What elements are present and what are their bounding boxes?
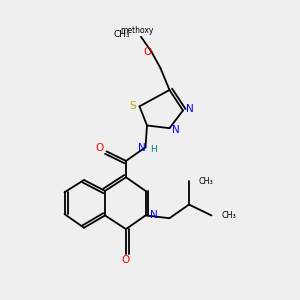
Text: N: N xyxy=(172,125,180,135)
Text: O: O xyxy=(144,47,152,57)
Text: H: H xyxy=(150,145,157,154)
Text: methoxy: methoxy xyxy=(120,26,153,35)
Text: N: N xyxy=(186,104,194,114)
Text: N: N xyxy=(150,211,158,220)
Text: O: O xyxy=(122,255,130,265)
Text: CH₃: CH₃ xyxy=(221,211,236,220)
Text: S: S xyxy=(130,101,136,111)
Text: O: O xyxy=(96,143,104,153)
Text: N: N xyxy=(138,143,146,153)
Text: CH₃: CH₃ xyxy=(114,30,130,39)
Text: CH₃: CH₃ xyxy=(199,177,213,186)
